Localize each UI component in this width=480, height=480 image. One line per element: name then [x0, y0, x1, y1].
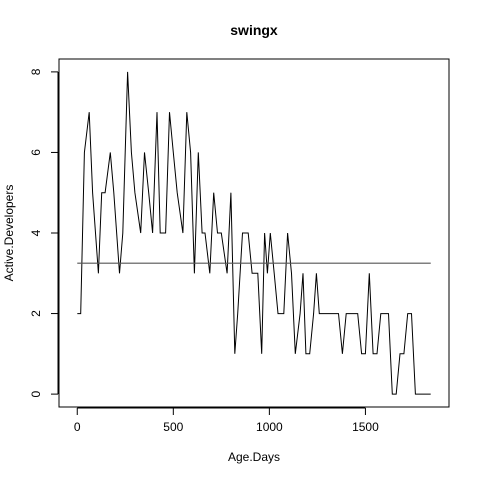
y-tick-label: 4	[29, 229, 43, 236]
y-tick-label: 0	[29, 390, 43, 397]
y-tick-label: 6	[29, 149, 43, 156]
x-tick-label: 500	[163, 420, 183, 434]
x-tick-label: 1000	[256, 420, 283, 434]
x-tick-label: 1500	[352, 420, 379, 434]
x-axis-label: Age.Days	[228, 450, 280, 464]
plot-frame	[58, 58, 450, 408]
x-tick-label: 0	[74, 420, 81, 434]
y-axis-label: Active.Developers	[2, 185, 16, 282]
x-axis: 0 500 1000 1500	[74, 407, 379, 434]
y-tick-label: 2	[29, 310, 43, 317]
y-axis: 0 2 4 6 8	[29, 68, 59, 397]
y-tick-label: 8	[29, 68, 43, 75]
series-line	[77, 71, 431, 395]
chart-title: swingx	[230, 22, 278, 38]
data-area	[77, 71, 431, 395]
